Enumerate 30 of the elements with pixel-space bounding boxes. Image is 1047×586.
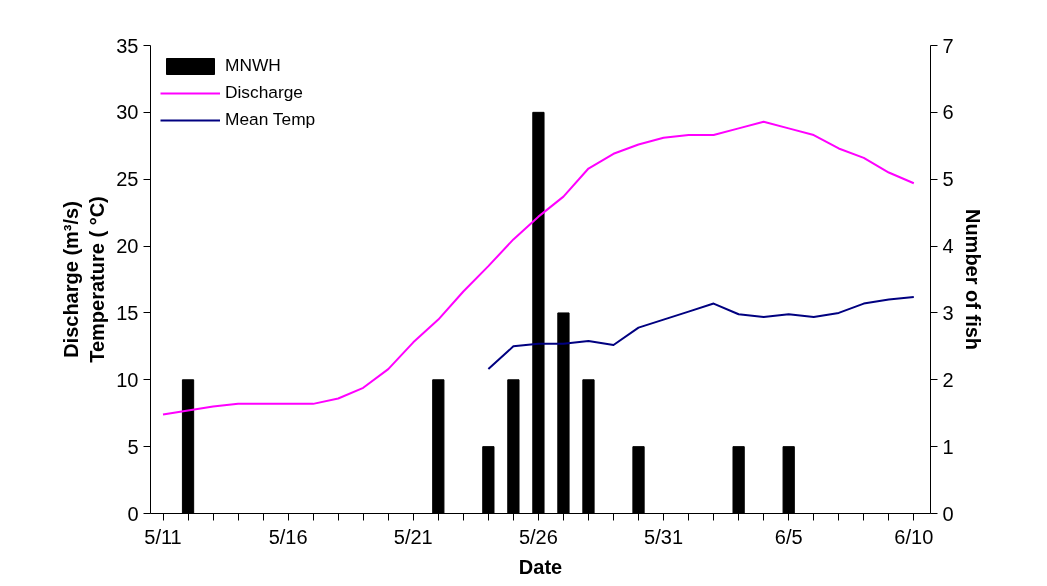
- y-tick-label: 35: [116, 34, 139, 57]
- legend-label: Discharge: [225, 82, 304, 103]
- line-series: [487, 295, 915, 371]
- x-tick-label: 6/10: [894, 525, 934, 548]
- y-tick-label: 30: [116, 101, 139, 124]
- y-tick-label: 15: [116, 301, 139, 324]
- y2-axis-title: Number of fish: [961, 208, 984, 351]
- y2-tick-label: 4: [942, 235, 954, 258]
- x-tick-label: 5/26: [518, 525, 558, 548]
- legend-label: MNWH: [225, 55, 281, 76]
- y-tick-label: 5: [127, 435, 139, 458]
- y2-tick-label: 6: [942, 101, 954, 124]
- x-tick-label: 5/21: [393, 525, 433, 548]
- y2-tick-label: 3: [942, 301, 954, 324]
- x-tick-label: 5/11: [144, 525, 182, 548]
- y-tick-label: 25: [116, 168, 139, 191]
- x-tick-label: 5/31: [644, 525, 684, 548]
- y2-tick-label: 0: [942, 502, 954, 525]
- y2-tick-label: 7: [942, 34, 954, 57]
- y-tick-label: 20: [116, 235, 139, 258]
- legend-label: Mean Temp: [225, 109, 316, 130]
- y-tick-label: 0: [127, 502, 139, 525]
- y2-tick-label: 5: [942, 168, 954, 191]
- y-tick-label: 10: [116, 368, 139, 391]
- y2-tick-label: 2: [942, 368, 954, 391]
- x-tick-label: 5/16: [268, 525, 308, 548]
- y-axis-title: Discharge (m³/s) Temperature ( °C): [59, 196, 109, 363]
- y2-tick-label: 1: [942, 435, 954, 458]
- x-tick-label: 6/5: [774, 525, 803, 548]
- x-axis-title: Date: [518, 555, 563, 578]
